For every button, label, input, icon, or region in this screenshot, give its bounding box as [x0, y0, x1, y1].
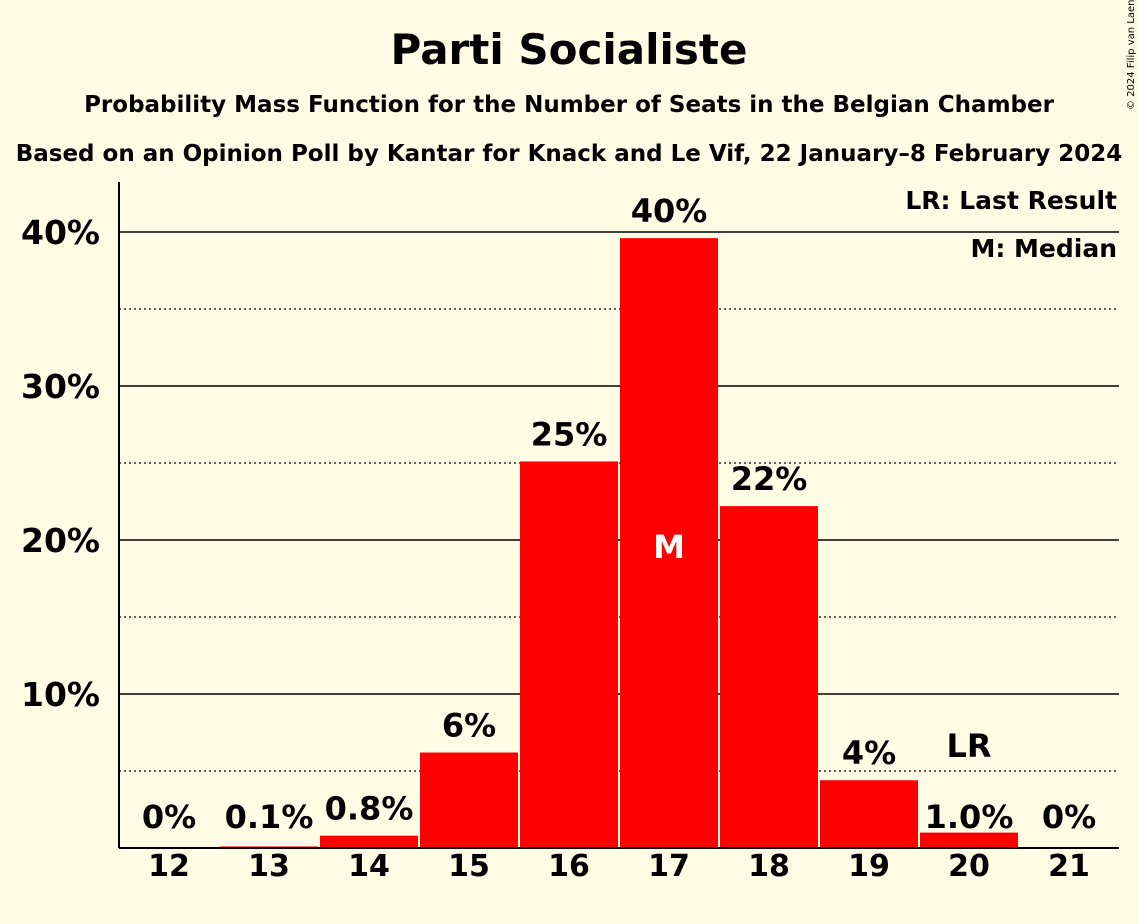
x-tick-label: 17 [648, 849, 690, 884]
y-tick-label: 30% [21, 367, 100, 406]
x-tick-label: 16 [548, 849, 590, 884]
copyright: © 2024 Filip van Laenen [1126, 0, 1137, 110]
y-tick-label: 10% [21, 675, 100, 714]
bar-17 [620, 238, 718, 848]
data-label: 22% [731, 460, 808, 498]
last-result-marker: LR [946, 727, 991, 765]
data-label: 4% [842, 734, 896, 772]
x-tick-label: 12 [148, 849, 190, 884]
data-label: 40% [631, 192, 708, 230]
data-label: 25% [531, 415, 608, 453]
data-label: 0% [142, 798, 196, 836]
x-tick-label: 18 [748, 849, 790, 884]
bar-16 [520, 461, 618, 848]
y-tick-label: 40% [21, 213, 100, 252]
legend-median: M: Median [970, 234, 1117, 263]
bar-18 [720, 506, 818, 848]
legend-last-result: LR: Last Result [905, 186, 1117, 215]
data-label: 1.0% [925, 798, 1014, 836]
bar-15 [420, 752, 518, 848]
labels: 12 0% 13 0.1% 14 0.8% 15 6% 16 25% 17 40% M 18 22% 19 4%… [142, 192, 1096, 884]
median-marker: M [653, 528, 685, 566]
bar-20 [920, 832, 1018, 848]
x-tick-label: 19 [848, 849, 890, 884]
axes [118, 182, 1119, 849]
x-tick-label: 21 [1048, 849, 1090, 884]
chart-subtitle: Probability Mass Function for the Number… [84, 92, 1055, 118]
data-label: 0.8% [325, 790, 414, 828]
chart-subtitle-source: Based on an Opinion Poll by Kantar for K… [16, 141, 1123, 167]
x-tick-label: 13 [248, 849, 290, 884]
grid: 10% 20% 30% 40% [21, 213, 1119, 772]
x-tick-label: 20 [948, 849, 990, 884]
bar-14 [320, 835, 418, 848]
x-tick-label: 14 [348, 849, 390, 884]
y-tick-label: 20% [21, 521, 100, 560]
data-label: 6% [442, 707, 496, 745]
bar-19 [820, 780, 918, 848]
chart-title: Parti Socialiste [391, 25, 748, 74]
data-label: 0.1% [225, 798, 314, 836]
x-tick-label: 15 [448, 849, 490, 884]
bars [220, 238, 1018, 848]
data-label: 0% [1042, 798, 1096, 836]
